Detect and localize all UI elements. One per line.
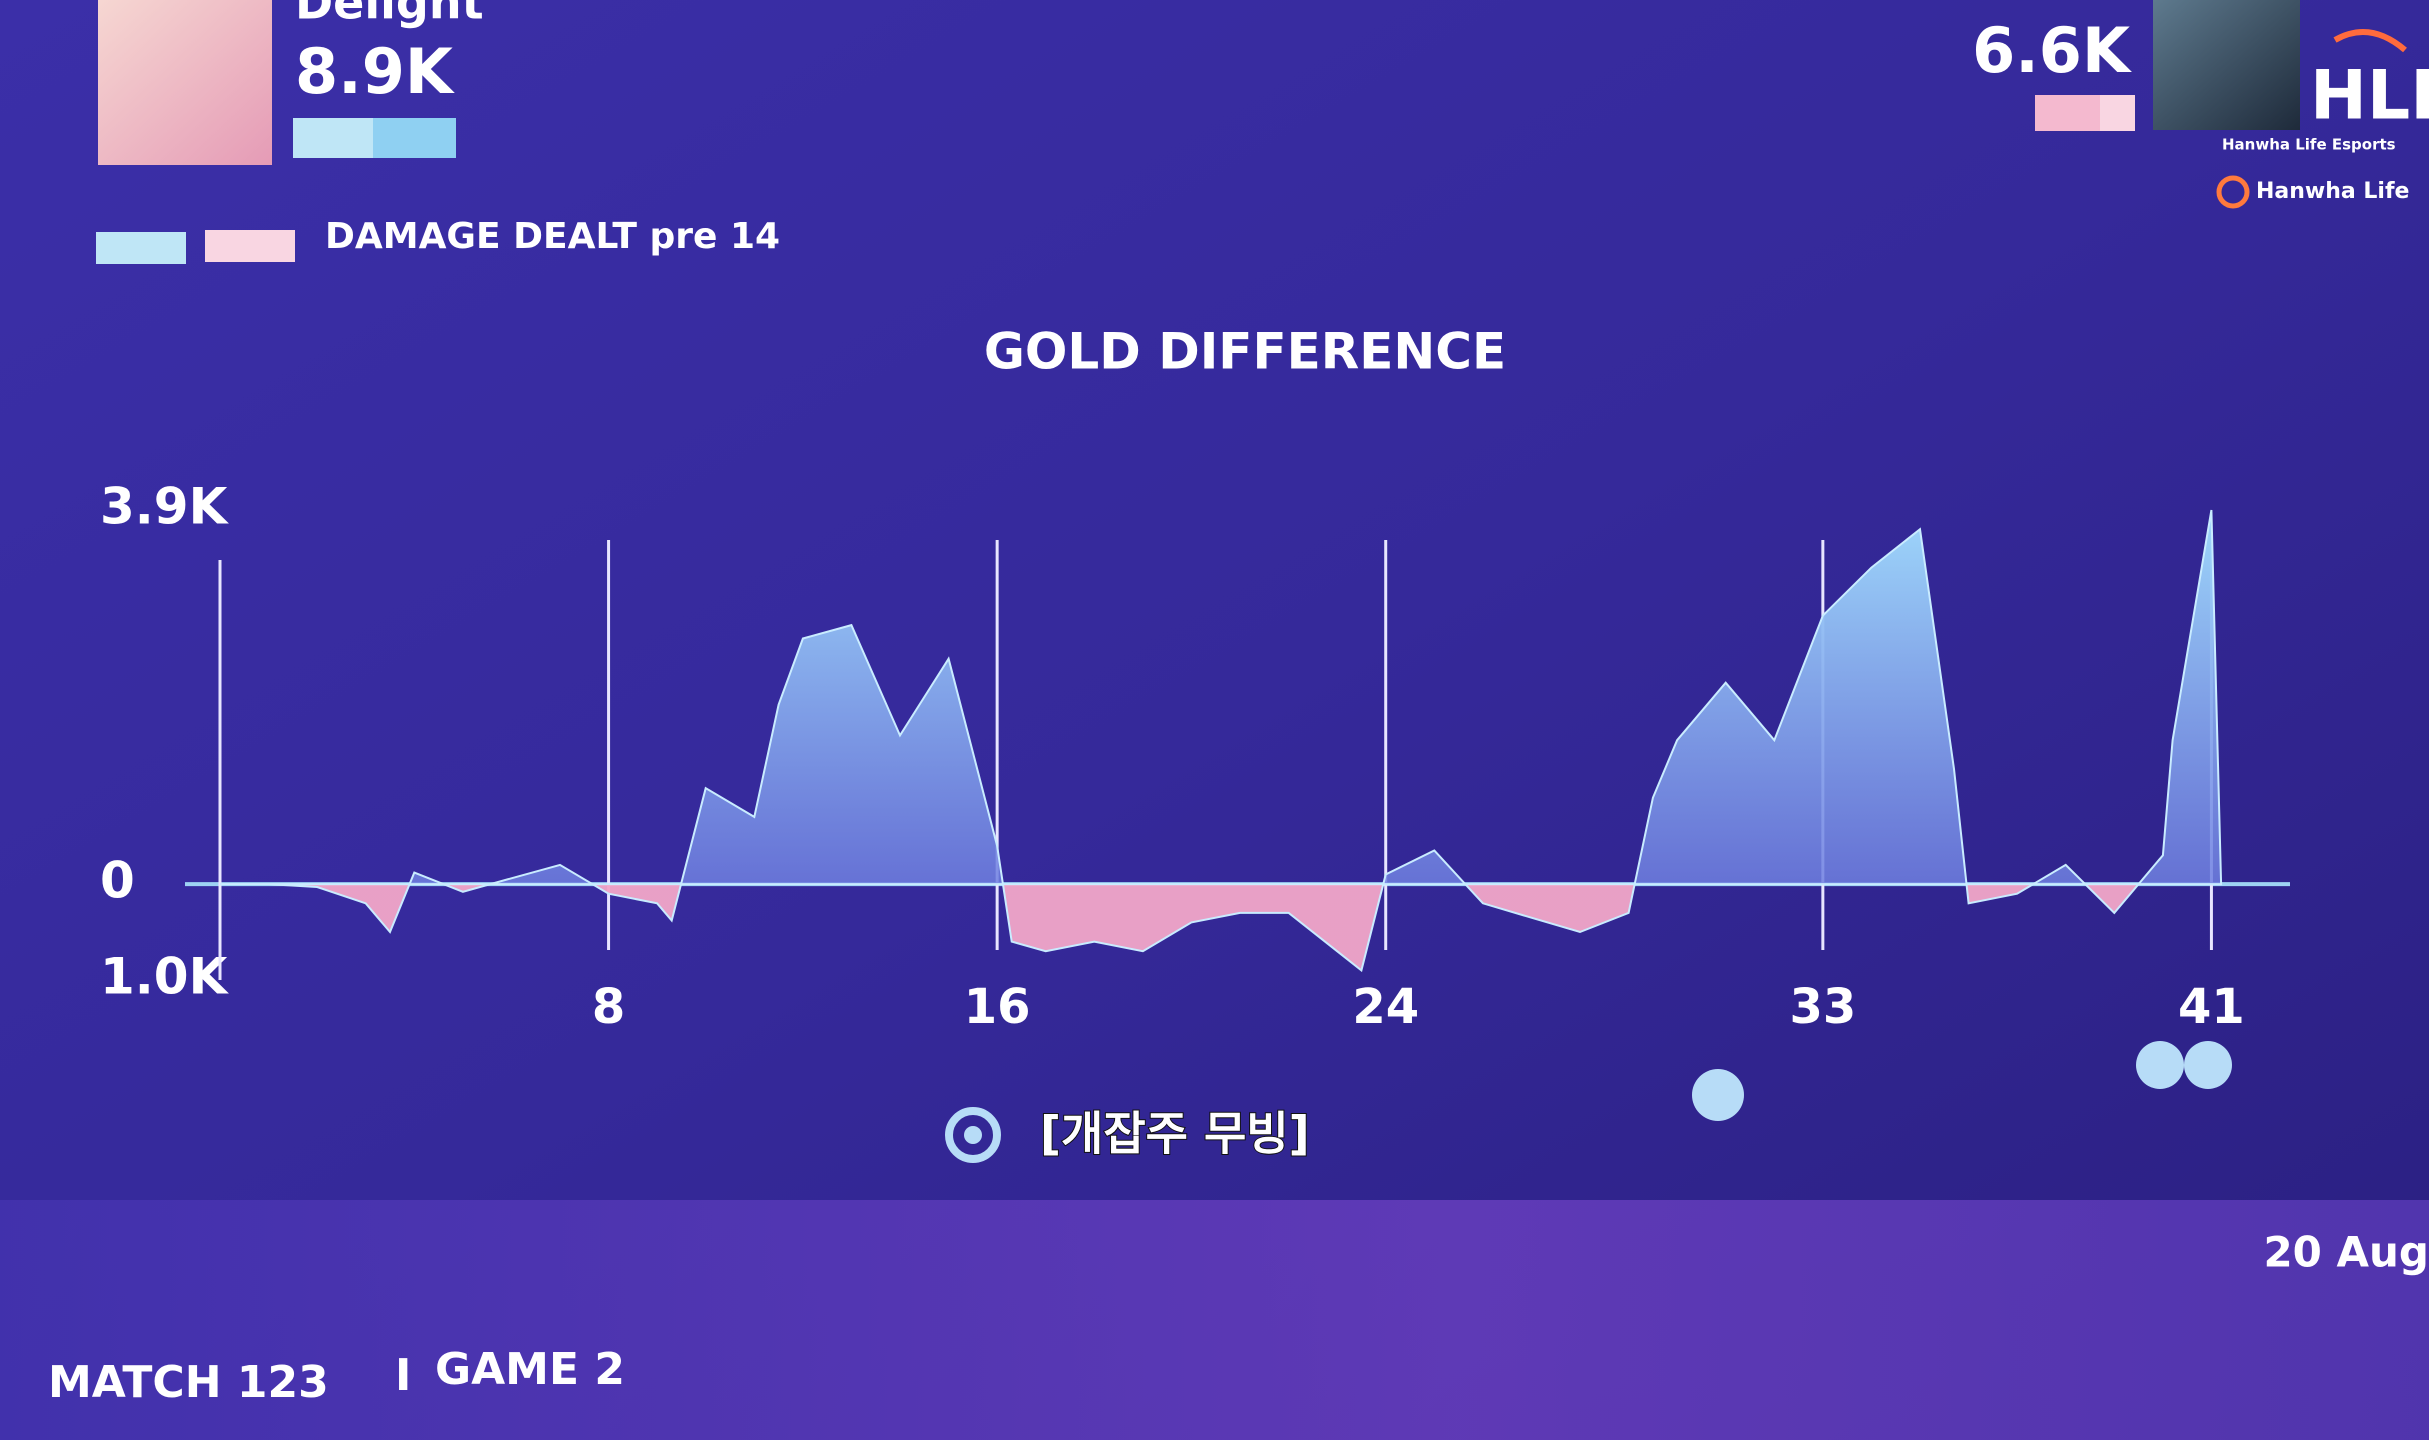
objective-icon: [2136, 1041, 2184, 1089]
bottom-band: [0, 1200, 2429, 1440]
sponsor: Hanwha Life: [2256, 179, 2409, 204]
logo-swoosh: [2333, 29, 2407, 53]
y-tick-label: 1.0K: [100, 948, 230, 1006]
objective-icon: [1692, 1069, 1744, 1121]
game-label: GAME 2: [435, 1344, 625, 1395]
y-tick-label: 0: [100, 852, 135, 910]
player-stat: 8.9K: [295, 35, 455, 108]
team-subtitle: Hanwha Life Esports: [2222, 136, 2396, 154]
x-tick-label: 41: [2178, 979, 2245, 1035]
objective-icon: [945, 1107, 1001, 1163]
stat-bar: [2035, 95, 2100, 131]
y-tick-label: 3.9K: [100, 478, 230, 536]
caption: [개잡주 무빙]: [1040, 1107, 1310, 1161]
x-tick-label: 8: [592, 979, 625, 1035]
x-tick-label: 24: [1352, 979, 1419, 1035]
stat-bar: [2100, 95, 2135, 131]
stat-bar: [373, 118, 456, 158]
separator: I: [395, 1350, 411, 1401]
player-name: Delight: [295, 0, 484, 30]
team-logo: HLE: [2310, 57, 2429, 136]
chart-title: GOLD DIFFERENCE: [984, 323, 1506, 381]
objective-icon: [2184, 1041, 2232, 1089]
gold-area: [220, 509, 2223, 973]
legend-swatch: [205, 230, 295, 262]
date: 20 Aug: [2263, 1228, 2429, 1277]
x-tick-label: 16: [964, 979, 1031, 1035]
player-portrait: [98, 0, 272, 165]
sponsor-icon: [2216, 175, 2250, 209]
player-portrait: [2153, 0, 2300, 130]
match-label: MATCH 123: [48, 1357, 329, 1408]
player-stat: 6.6K: [1972, 14, 2132, 87]
x-tick-label: 33: [1789, 979, 1856, 1035]
stat-bar: [293, 118, 373, 158]
legend-swatch: [96, 232, 186, 264]
legend-label: DAMAGE DEALT pre 14: [325, 216, 780, 257]
